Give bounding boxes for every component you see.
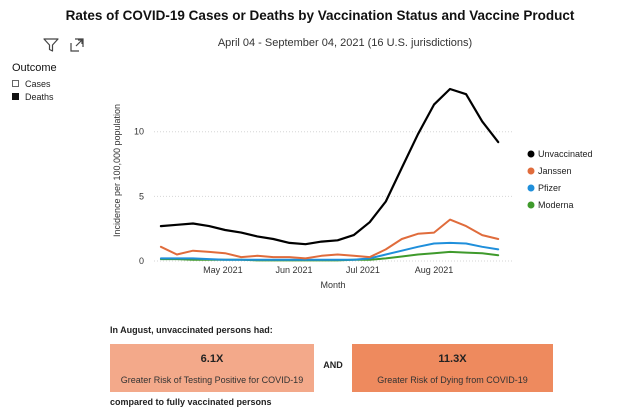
legend-marker	[527, 201, 535, 209]
summary-outro: compared to fully vaccinated persons	[110, 397, 272, 407]
cases-risk-value: 6.1X	[200, 353, 224, 365]
y-axis-title: Incidence per 100,000 population	[112, 104, 122, 237]
outcome-option-label: Deaths	[25, 91, 54, 102]
y-tick-label: 5	[139, 191, 144, 201]
focus-mode-icon[interactable]	[68, 36, 86, 54]
cases-checkbox[interactable]	[12, 80, 19, 87]
summary-intro: In August, unvaccinated persons had:	[110, 325, 273, 335]
series-line-janssen	[159, 218, 500, 260]
outcome-filter-title: Outcome	[12, 62, 57, 74]
visual-toolbar	[42, 36, 86, 54]
outcome-option-label: Cases	[25, 78, 51, 89]
x-axis-title: Month	[320, 280, 345, 290]
deaths-risk-value: 11.3X	[438, 353, 467, 365]
x-tick-label: Jun 2021	[275, 265, 312, 275]
legend-label: Unvaccinated	[538, 149, 593, 159]
legend-label: Pfizer	[538, 183, 561, 193]
outcome-option-cases[interactable]: Cases	[12, 77, 57, 90]
series-line-pfizer	[159, 241, 500, 261]
y-tick-label: 0	[139, 256, 144, 266]
outcome-filter: Outcome Cases Deaths	[12, 62, 57, 103]
y-tick-label: 10	[134, 127, 144, 137]
chart-subtitle: April 04 - September 04, 2021 (16 U.S. j…	[217, 37, 473, 49]
legend-label: Janssen	[538, 166, 572, 176]
legend-marker	[527, 150, 535, 158]
chart-title: Rates of COVID-19 Cases or Deaths by Vac…	[65, 8, 575, 23]
outcome-option-deaths[interactable]: Deaths	[12, 90, 57, 103]
x-tick-label: May 2021	[203, 265, 243, 275]
and-label: AND	[323, 360, 343, 370]
x-tick-label: Jul 2021	[346, 265, 380, 275]
legend-marker	[527, 167, 535, 175]
deaths-checkbox[interactable]	[12, 93, 19, 100]
filter-icon[interactable]	[42, 36, 60, 54]
legend-marker	[527, 184, 535, 192]
series-line-unvaccinated	[159, 87, 500, 246]
deaths-risk-label: Greater Risk of Dying from COVID-19	[377, 375, 528, 385]
cases-risk-label: Greater Risk of Testing Positive for COV…	[120, 375, 304, 385]
line-chart: 0 5 10 May 2021 Jun 2021 Jul 2021 Aug 2021 Mont…	[112, 87, 593, 290]
x-tick-label: Aug 2021	[415, 265, 454, 275]
cases-risk-card: 6.1X Greater Risk of Testing Positive fo…	[110, 344, 314, 392]
deaths-risk-card: 11.3X Greater Risk of Dying from COVID-1…	[352, 344, 553, 392]
legend-label: Moderna	[538, 200, 574, 210]
